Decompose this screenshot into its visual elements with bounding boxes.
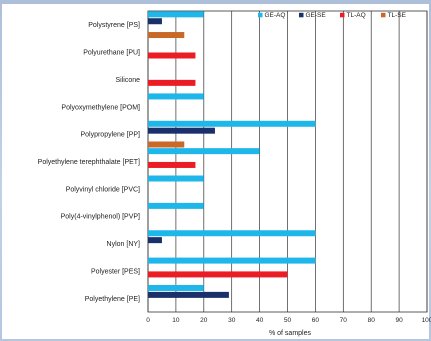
chart-panel <box>2 4 429 339</box>
bars <box>148 11 316 298</box>
legend-label: GE-AQ <box>265 12 286 19</box>
category-labels: Polystyrene [PS] Polyurethane [PU] Silicon… <box>38 22 140 303</box>
category-label: Polystyrene [PS] <box>88 22 140 29</box>
bar-ge-se <box>148 291 229 298</box>
legend: GE-AQ GE-SE TL-AQ TL-SE <box>258 12 407 19</box>
x-tick-label: 80 <box>368 317 376 324</box>
bar-ge-aq <box>148 148 260 155</box>
category-label: Poly(4-vinylphenol) [PVP] <box>61 214 140 221</box>
bar-ge-aq <box>148 284 204 291</box>
legend-swatch <box>258 12 263 18</box>
category-label: Silicone <box>115 77 140 84</box>
bar-tl-aq <box>148 52 196 59</box>
x-tick-label: 70 <box>340 317 348 324</box>
legend-label: GE-SE <box>306 12 327 19</box>
category-label: Polyoxymethylene [POM] <box>61 104 140 111</box>
bar-tl-se <box>148 141 185 148</box>
x-tick-label: 60 <box>312 317 320 324</box>
category-label: Polyurethane [PU] <box>83 50 140 57</box>
x-tick-label: 40 <box>256 317 264 324</box>
category-label: Polyethylene [PE] <box>85 296 140 303</box>
bar-ge-aq <box>148 175 204 182</box>
bar-tl-se <box>148 32 185 39</box>
x-tick-label: 90 <box>395 317 403 324</box>
x-tick-label: 20 <box>200 317 208 324</box>
category-label: Polyethylene terephthalate [PET] <box>38 159 140 166</box>
x-tick-labels: 0 10 20 30 40 50 60 70 80 90 100 <box>146 317 431 324</box>
bar-tl-aq <box>148 161 196 168</box>
bar-ge-aq <box>148 257 316 264</box>
legend-swatch <box>299 12 304 18</box>
bar-tl-aq <box>148 79 196 86</box>
bar-ge-se <box>148 127 215 134</box>
legend-label: TL-SE <box>388 12 407 19</box>
bar-ge-aq <box>148 202 204 209</box>
category-label: Polyvinyl chloride [PVC] <box>66 186 140 193</box>
legend-label: TL-AQ <box>347 12 366 19</box>
x-tick-label: 0 <box>146 317 150 324</box>
category-label: Polyester [PES] <box>91 268 140 275</box>
x-tick-label: 30 <box>228 317 236 324</box>
bar-tl-aq <box>148 271 288 278</box>
bar-ge-aq <box>148 93 204 100</box>
legend-swatch <box>340 12 345 18</box>
bar-ge-aq <box>148 230 316 237</box>
category-label: Nylon [NY] <box>107 241 141 248</box>
bar-ge-se <box>148 18 162 25</box>
legend-swatch <box>381 12 386 18</box>
gridlines <box>147 10 428 313</box>
bar-ge-se <box>148 237 162 244</box>
x-tick-label: 10 <box>172 317 180 324</box>
x-tick-label: 50 <box>284 317 292 324</box>
x-tick-label: 100 <box>422 317 431 324</box>
category-label: Polypropylene [PP] <box>80 132 140 139</box>
x-axis-title: % of samples <box>269 330 312 337</box>
plot-frame <box>147 10 428 313</box>
bar-ge-aq <box>148 11 204 18</box>
bar-ge-aq <box>148 120 316 127</box>
